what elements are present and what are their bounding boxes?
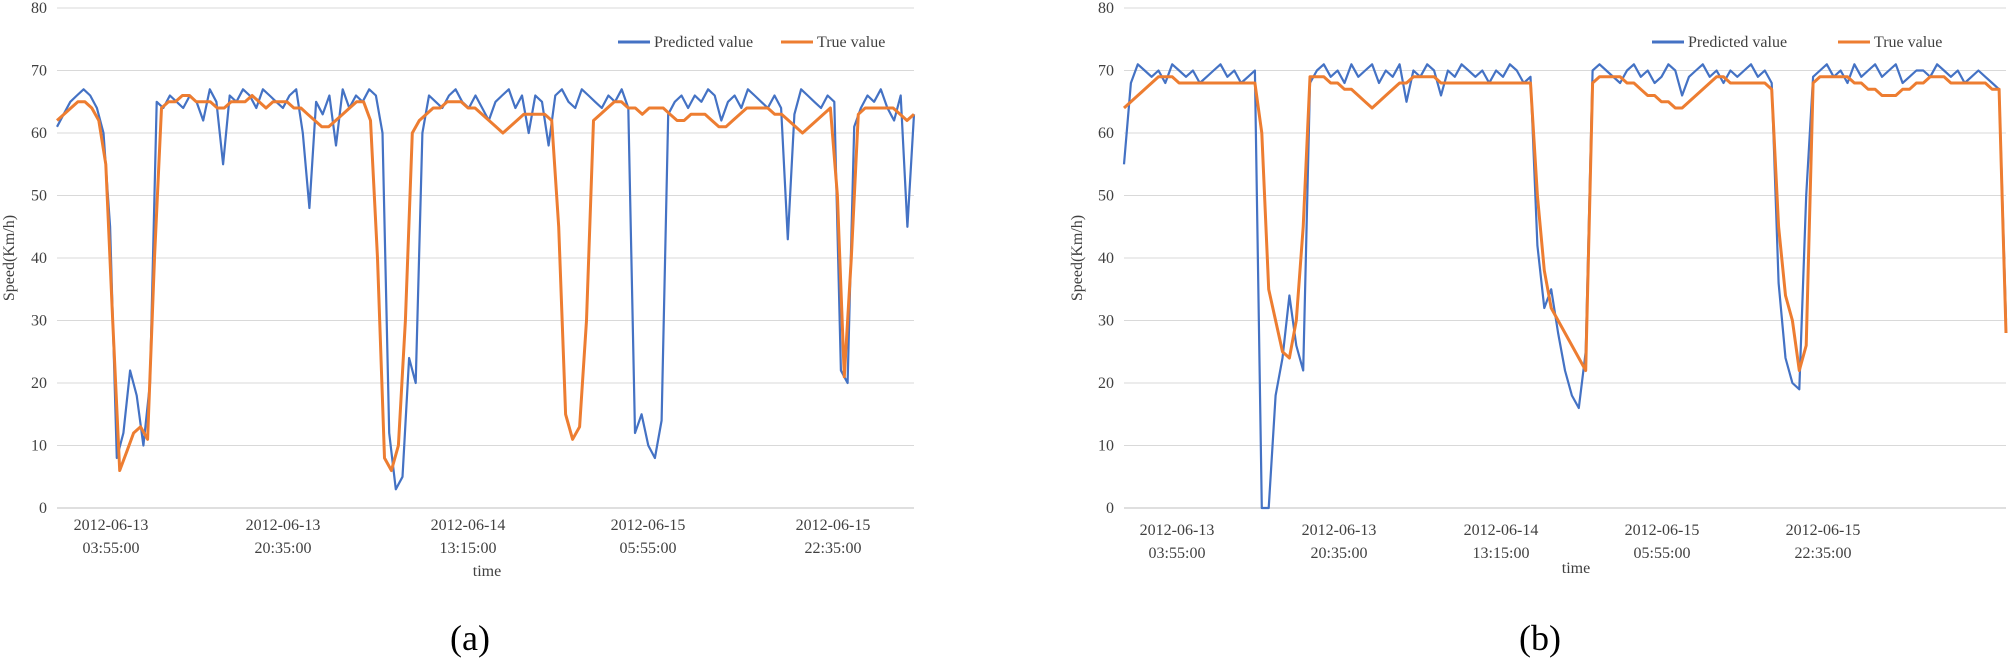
x-tick-label-2-date: 2012-06-14 — [431, 517, 506, 534]
series-line-predicted — [56, 88, 916, 491]
x-tick-label-0-time: 03:55:00 — [1149, 545, 1206, 562]
x-tick-label-0-date: 2012-06-13 — [74, 517, 149, 534]
y-tick-label-0: 0 — [39, 500, 47, 517]
y-tick-label-30: 30 — [1098, 313, 1114, 330]
series-line-predicted — [1122, 63, 2008, 510]
y-tick-label-40: 40 — [31, 250, 47, 267]
x-tick-label-1-time: 20:35:00 — [1311, 545, 1368, 562]
y-tick-label-10: 10 — [31, 438, 47, 455]
legend-label-true: True value — [1874, 34, 1942, 51]
x-tick-label-1-time: 20:35:00 — [255, 540, 312, 557]
y-tick-label-30: 30 — [31, 313, 47, 330]
panel-label: (b) — [1519, 618, 1561, 658]
x-tick-label-2-time: 13:15:00 — [1473, 545, 1530, 562]
x-tick-label-4-time: 22:35:00 — [805, 540, 862, 557]
y-tick-label-20: 20 — [31, 375, 47, 392]
y-tick-label-0: 0 — [1106, 500, 1114, 517]
y-tick-label-10: 10 — [1098, 438, 1114, 455]
x-tick-label-4-date: 2012-06-15 — [796, 517, 871, 534]
chart-a: 0 10 20 30 40 50 60 70 80 2012-06-13 03:55:00 2012-… — [1, 0, 916, 658]
x-tick-label-3-date: 2012-06-15 — [611, 517, 686, 534]
legend-label-true: True value — [817, 34, 885, 51]
y-tick-label-60: 60 — [31, 125, 47, 142]
x-axis-title: time — [473, 563, 501, 580]
legend-label-predicted: Predicted value — [654, 34, 753, 51]
y-tick-label-70: 70 — [1098, 63, 1114, 80]
y-axis-title: Speed(Km/h) — [1, 215, 18, 301]
y-tick-label-80: 80 — [31, 0, 47, 17]
y-tick-label-50: 50 — [1098, 188, 1114, 205]
x-tick-label-1-date: 2012-06-13 — [246, 517, 321, 534]
y-tick-label-80: 80 — [1098, 0, 1114, 17]
x-tick-label-3-time: 05:55:00 — [620, 540, 677, 557]
y-tick-label-60: 60 — [1098, 125, 1114, 142]
series-line-true — [56, 94, 915, 472]
x-tick-label-4-date: 2012-06-15 — [1786, 522, 1861, 539]
x-tick-label-0-date: 2012-06-13 — [1140, 522, 1215, 539]
x-tick-label-3-date: 2012-06-15 — [1625, 522, 1700, 539]
chart-b: 0 10 20 30 40 50 60 70 80 2012-06-13 03:55:00 2012-… — [1069, 0, 2008, 658]
y-axis-title: Speed(Km/h) — [1069, 215, 1086, 301]
y-tick-label-40: 40 — [1098, 250, 1114, 267]
x-tick-label-2-date: 2012-06-14 — [1464, 522, 1539, 539]
panel-label: (a) — [450, 618, 490, 658]
x-axis-title: time — [1562, 560, 1590, 577]
y-tick-label-70: 70 — [31, 63, 47, 80]
series-line-true — [1122, 75, 2008, 372]
x-tick-label-0-time: 03:55:00 — [83, 540, 140, 557]
x-tick-label-4-time: 22:35:00 — [1795, 545, 1852, 562]
x-tick-label-1-date: 2012-06-13 — [1302, 522, 1377, 539]
x-tick-label-3-time: 05:55:00 — [1634, 545, 1691, 562]
x-tick-label-2-time: 13:15:00 — [440, 540, 497, 557]
y-tick-label-50: 50 — [31, 188, 47, 205]
legend-label-predicted: Predicted value — [1688, 34, 1787, 51]
y-tick-label-20: 20 — [1098, 375, 1114, 392]
